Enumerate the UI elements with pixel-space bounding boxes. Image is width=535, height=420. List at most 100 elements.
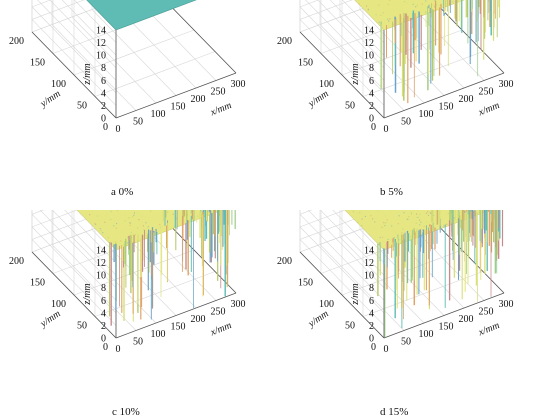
surface-speck [433,4,435,6]
surface [354,0,465,31]
surface-speck [387,229,389,231]
axis-box [31,0,237,119]
surface-speck [99,228,101,230]
z-tick-label: 6 [369,296,374,307]
x-axis-label: x/mm [208,100,233,119]
surface-speck [414,223,416,225]
z-tick-label: 14 [96,246,106,257]
surface-speck [448,212,450,215]
surface-speck [147,226,149,228]
surface-speck [379,236,381,238]
z-tick-label: 10 [96,51,106,62]
y-tick-label: 0 [103,342,108,353]
surface-speck [143,228,145,231]
z-tick-label: 14 [364,26,374,37]
x-tick-label: 150 [439,322,454,333]
surface-speck [412,3,414,5]
y-tick-label: 0 [103,122,108,133]
x-axis-label: x/mm [476,320,501,339]
y-tick-label: 150 [298,278,313,289]
surface-speck [104,221,106,223]
surface-speck [382,236,384,238]
surface-speck [446,223,448,225]
x-tick-label: 150 [171,102,186,113]
z-tick-label: 12 [96,258,106,269]
surface-speck [129,224,131,226]
surface-speck [430,212,432,214]
x-tick-label: 0 [116,124,121,135]
surface-plane [86,0,197,31]
surface-speck [410,236,412,238]
surface-speck [126,242,129,244]
z-tick-label: 14 [96,26,106,37]
y-tick-label: 50 [345,101,355,112]
z-tick-label: 12 [364,38,374,49]
surface-speck [389,0,391,1]
surface-speck [402,228,404,230]
y-tick-label: 150 [30,58,45,69]
z-tick-label: 0 [101,334,106,345]
panel-caption: c 10% [112,406,140,418]
z-axis-label: z/mm [82,63,93,85]
surface-speck [367,215,369,217]
surface-speck [419,213,421,215]
roughness-spikes [380,0,501,104]
surface-speck [97,215,99,217]
x-tick-label: 100 [419,329,434,340]
surface-speck [407,218,409,220]
surface-speck [128,222,131,224]
surface-speck [425,0,427,2]
x-tick-label: 300 [499,299,514,310]
surface-speck [167,211,169,213]
z-axis-label: z/mm [350,283,361,305]
x-tick-label: 0 [116,344,121,355]
surface-plane [354,0,465,31]
surface-speck [366,5,368,7]
surface-speck [390,239,392,241]
surface-speck [124,220,126,222]
surface-speck [127,236,129,238]
surface-speck [387,238,389,240]
surface-speck [403,212,405,214]
y-tick-label: 50 [77,321,87,332]
surface-speck [401,9,403,11]
surface-speck [406,2,408,4]
surface-speck [115,227,117,229]
surface-speck [105,214,107,216]
z-axis-label: z/mm [82,283,93,305]
surface-speck [435,4,438,6]
surface-speck [378,4,380,6]
surface-speck [417,1,419,4]
z-tick-label: 4 [369,88,374,99]
surface-speck [374,221,376,223]
z-tick-label: 14 [364,246,374,257]
x-tick-label: 250 [479,307,494,318]
x-tick-label: 50 [401,337,411,348]
z-tick-label: 4 [369,308,374,319]
surface-speck [404,1,406,3]
surface-speck [137,215,140,217]
surface-speck [419,224,421,226]
z-tick-label: 12 [364,258,374,269]
z-tick-label: 4 [101,88,106,99]
surface-speck [394,232,396,234]
surface-speck [387,18,389,20]
y-axis-label: y/mm [306,308,331,330]
x-tick-label: 200 [191,94,206,105]
surface-speck [412,217,414,219]
surface-speck [159,226,161,228]
z-tick-label: 2 [369,101,374,112]
x-tick-label: 150 [439,102,454,113]
y-tick-label: 150 [30,278,45,289]
surface-speck [128,217,130,219]
surface-speck [95,223,97,225]
panel-15-percent: 0 2 4 6 8 10 12 14 0 50 100 150 200 250 300 0 50 100 150 20… [268,210,535,420]
x-tick-label: 300 [231,79,246,90]
surface-speck [417,216,419,218]
surface-speck [137,211,139,213]
surface-speck [421,3,423,5]
surface-speck [172,213,174,215]
